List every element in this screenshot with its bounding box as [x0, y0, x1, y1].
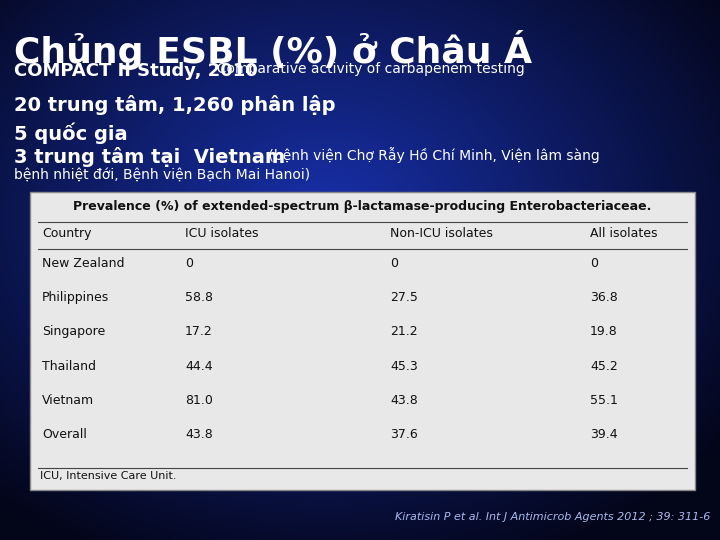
Text: (bệnh viện Chợ Rẫy Hồ Chí Minh, Viện lâm sàng: (bệnh viện Chợ Rẫy Hồ Chí Minh, Viện lâm…	[264, 147, 600, 163]
Text: Country: Country	[42, 227, 91, 240]
Text: Chủng ESBL (%) ở Châu Á: Chủng ESBL (%) ở Châu Á	[14, 30, 532, 70]
Text: 17.2: 17.2	[185, 325, 212, 339]
Text: New Zealand: New Zealand	[42, 257, 125, 270]
Text: 45.3: 45.3	[390, 360, 418, 373]
Text: 81.0: 81.0	[185, 394, 213, 407]
Text: ICU isolates: ICU isolates	[185, 227, 258, 240]
Text: Vietnam: Vietnam	[42, 394, 94, 407]
Text: 37.6: 37.6	[390, 428, 418, 441]
Text: 21.2: 21.2	[390, 325, 418, 339]
Text: 0: 0	[185, 257, 193, 270]
Text: Philippines: Philippines	[42, 291, 109, 304]
Text: 43.8: 43.8	[185, 428, 212, 441]
Text: 43.8: 43.8	[390, 394, 418, 407]
Text: Kiratisin P et al. Int J Antimicrob Agents 2012 ; 39: 311-6: Kiratisin P et al. Int J Antimicrob Agen…	[395, 512, 710, 522]
Text: All isolates: All isolates	[590, 227, 657, 240]
Text: 20 trung tâm, 1,260 phân lập: 20 trung tâm, 1,260 phân lập	[14, 95, 336, 115]
Text: Non-ICU isolates: Non-ICU isolates	[390, 227, 493, 240]
Text: bệnh nhiệt đới, Bệnh viện Bạch Mai Hanoi): bệnh nhiệt đới, Bệnh viện Bạch Mai Hanoi…	[14, 168, 310, 182]
Text: 55.1: 55.1	[590, 394, 618, 407]
Text: 0: 0	[390, 257, 398, 270]
Text: 44.4: 44.4	[185, 360, 212, 373]
Text: 5 quốc gia: 5 quốc gia	[14, 122, 127, 144]
Text: Thailand: Thailand	[42, 360, 96, 373]
Text: 27.5: 27.5	[390, 291, 418, 304]
Text: 58.8: 58.8	[185, 291, 213, 304]
Text: ICU, Intensive Care Unit.: ICU, Intensive Care Unit.	[40, 471, 176, 481]
FancyBboxPatch shape	[30, 192, 695, 490]
Text: Prevalence (%) of extended-spectrum β-lactamase-producing Enterobacteriaceae.: Prevalence (%) of extended-spectrum β-la…	[73, 200, 652, 213]
Text: Overall: Overall	[42, 428, 87, 441]
Text: 39.4: 39.4	[590, 428, 618, 441]
Text: 3 trung tâm tại  Vietnam: 3 trung tâm tại Vietnam	[14, 147, 285, 167]
Text: 19.8: 19.8	[590, 325, 618, 339]
Text: Singapore: Singapore	[42, 325, 105, 339]
Text: 36.8: 36.8	[590, 291, 618, 304]
Text: 0: 0	[590, 257, 598, 270]
Text: Comparative activity of carbapenem testing: Comparative activity of carbapenem testi…	[208, 62, 525, 76]
Text: 45.2: 45.2	[590, 360, 618, 373]
Text: COMPACT II Study, 2010: COMPACT II Study, 2010	[14, 62, 258, 80]
